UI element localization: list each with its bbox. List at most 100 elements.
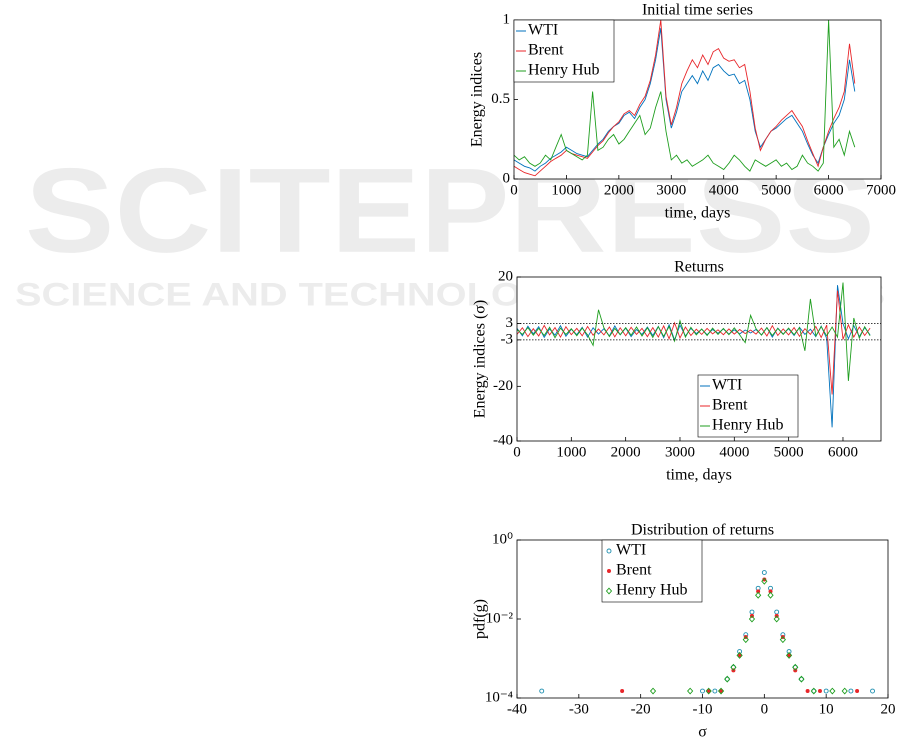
marker-dot (817, 689, 822, 694)
marker-diamond (798, 675, 805, 683)
x-tick-label: 6000 (828, 444, 858, 460)
y-tick-label: 1 (503, 11, 511, 27)
legend-box (601, 539, 703, 603)
chart-title: Distribution of returns (631, 522, 774, 539)
legend-box (697, 374, 799, 438)
x-tick-label: 0 (510, 182, 518, 198)
x-axis-label: time, days (665, 205, 731, 222)
marker-dot (737, 653, 742, 658)
marker-dot (719, 689, 724, 694)
marker-diamond (779, 636, 786, 644)
marker-circle (700, 688, 705, 694)
x-tick-label: 3000 (665, 444, 695, 460)
y-tick-label: 20 (498, 268, 513, 284)
legend-label: Henry Hub (712, 417, 784, 434)
x-tick-label: -20 (631, 701, 651, 717)
y-tick-label: 0 (503, 170, 511, 186)
y-tick-label: -3 (501, 331, 514, 347)
chart-title: Returns (674, 259, 724, 276)
legend-label: Henry Hub (528, 62, 600, 79)
marker-circle (606, 548, 612, 554)
x-tick-label: 10 (819, 701, 834, 717)
x-tick-label: 20 (881, 701, 896, 717)
marker-diamond (773, 615, 780, 623)
y-tick-label: 0.5 (491, 91, 510, 107)
axes-frame (513, 19, 882, 180)
x-tick-label: 5000 (774, 444, 804, 460)
x-tick-label: 0 (761, 701, 769, 717)
chart: Returns time, days Energy indices (σ) 0 1000… (472, 259, 882, 484)
marker-diamond (785, 651, 793, 659)
plot-area (517, 540, 888, 698)
y-tick-label: -40 (493, 432, 513, 448)
y-tick-label: 10⁻² (486, 610, 514, 626)
marker-dot (787, 653, 792, 658)
x-tick-label: 4000 (719, 444, 749, 460)
legend-label: Brent (712, 397, 748, 414)
marker-diamond (829, 687, 836, 695)
chart: Initial time series time, days Energy indi… (469, 2, 896, 222)
marker-diamond (792, 663, 799, 671)
marker-diamond (605, 587, 613, 595)
x-tick-label: 1000 (556, 444, 586, 460)
marker-dot (855, 689, 860, 694)
legend-box (513, 19, 615, 83)
series-line (516, 290, 871, 395)
marker-dot (706, 689, 711, 694)
series-line (516, 282, 871, 381)
marker-diamond (687, 687, 694, 695)
chart-title: Initial time series (642, 2, 753, 19)
series-line (513, 27, 856, 172)
marker-circle (823, 688, 829, 694)
legend-label: Brent (616, 562, 652, 579)
y-tick-label: 10⁻⁴ (485, 689, 513, 705)
marker-diamond (717, 687, 725, 695)
y-axis-label: Energy indices (469, 52, 486, 147)
y-axis-label: Energy indices (σ) (472, 300, 489, 419)
x-axis-label: time, days (666, 467, 732, 484)
marker-diamond (755, 591, 762, 599)
legend-label: WTI (528, 22, 558, 39)
marker-diamond (767, 591, 774, 599)
marker-circle (539, 688, 545, 694)
marker-circle (761, 570, 767, 575)
x-tick-label: 3000 (656, 182, 686, 198)
chart: Distribution of returns σ pdf(g) -40 -30 -20 -… (472, 522, 896, 737)
marker-diamond (724, 675, 731, 683)
x-tick-label: 1000 (551, 182, 581, 198)
marker-diamond (730, 663, 737, 671)
y-tick-label: -20 (493, 378, 513, 394)
x-axis-label: σ (698, 724, 707, 737)
legend-label: Henry Hub (616, 582, 688, 599)
axes-frame (516, 276, 882, 442)
legend-label: Brent (528, 42, 564, 59)
x-tick-label: -10 (693, 701, 713, 717)
marker-diamond (742, 636, 749, 644)
marker-dot (756, 589, 761, 594)
marker-dot (620, 689, 625, 694)
x-tick-label: 4000 (709, 182, 739, 198)
marker-diamond (736, 651, 743, 659)
x-tick-label: 0 (513, 444, 521, 460)
y-axis-label: pdf(g) (472, 599, 489, 639)
marker-circle (712, 688, 718, 694)
x-tick-label: 7000 (866, 182, 896, 198)
marker-diamond (748, 615, 756, 623)
legend-label: WTI (616, 542, 646, 559)
x-tick-label: 5000 (761, 182, 791, 198)
x-tick-label: 6000 (814, 182, 844, 198)
x-tick-label: 2000 (604, 182, 634, 198)
marker-dot (805, 689, 810, 694)
series-line (513, 19, 856, 172)
axes-frame (516, 539, 889, 699)
marker-dot (768, 589, 773, 594)
marker-circle (848, 688, 854, 694)
marker-circle (870, 688, 875, 694)
marker-dot (762, 577, 767, 582)
x-tick-label: -30 (569, 701, 589, 717)
marker-diamond (761, 577, 768, 585)
marker-diamond (810, 687, 817, 695)
x-tick-label: 2000 (611, 444, 641, 460)
marker-diamond (705, 687, 712, 695)
